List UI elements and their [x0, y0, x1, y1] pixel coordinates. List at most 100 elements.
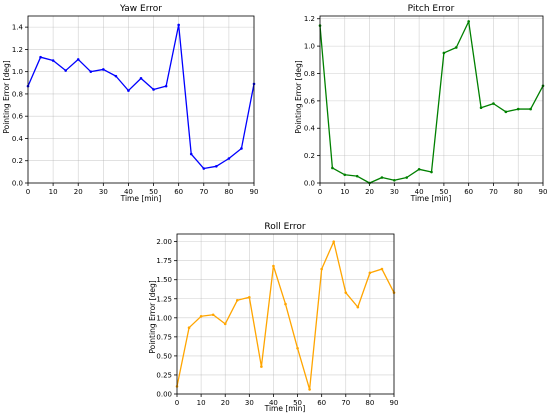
data-point: [102, 68, 105, 71]
data-point: [177, 23, 180, 27]
plot-frame: [176, 233, 395, 395]
data-point: [51, 59, 55, 62]
data-point: [189, 152, 193, 156]
data-point: [211, 313, 215, 317]
data-point: [331, 166, 334, 170]
data-point: [89, 70, 93, 73]
series-line: [319, 20, 544, 184]
data-point: [139, 77, 143, 80]
x-tick-label: 70: [199, 188, 208, 196]
chart-title: Yaw Error: [119, 4, 162, 14]
data-point: [368, 271, 372, 275]
y-tick-label: 0.0: [12, 180, 23, 188]
data-point: [344, 291, 348, 294]
y-tick-label: 1.0: [12, 68, 23, 76]
series-line: [176, 240, 395, 391]
data-point: [240, 147, 243, 150]
data-point: [454, 46, 458, 49]
data-point: [343, 173, 347, 177]
y-tick-label: 1.00: [156, 314, 172, 322]
data-point: [64, 69, 67, 72]
data-point: [430, 170, 433, 174]
x-tick-label: 30: [390, 188, 399, 196]
x-tick-label: 80: [224, 188, 233, 196]
x-tick-label: 60: [317, 399, 326, 407]
y-tick-label: 0.8: [304, 70, 315, 78]
x-tick-label: 60: [174, 188, 183, 196]
x-tick-label: 60: [464, 188, 473, 196]
x-tick-label: 20: [74, 188, 83, 196]
x-tick-label: 40: [415, 188, 424, 196]
x-tick-label: 20: [365, 188, 374, 196]
data-point: [248, 295, 251, 299]
y-tick-label: 1.4: [12, 24, 24, 32]
x-tick-label: 0: [175, 399, 179, 407]
plot-frame: [27, 15, 255, 184]
x-axis-label: Time [min]: [120, 194, 162, 203]
data-point: [260, 365, 263, 368]
data-point: [320, 267, 323, 271]
x-tick-label: 80: [365, 399, 374, 407]
y-tick-label: 1.0: [304, 43, 315, 51]
x-tick-label: 0: [26, 188, 30, 196]
y-tick-label: 1.75: [156, 257, 172, 265]
data-point: [504, 110, 508, 114]
x-axis-label: Time [min]: [264, 404, 306, 413]
x-tick-label: 0: [318, 188, 322, 196]
data-point: [227, 157, 231, 160]
data-point: [76, 58, 80, 61]
x-tick-label: 20: [221, 399, 230, 407]
y-tick-label: 0.25: [156, 371, 172, 379]
y-tick-label: 0.75: [156, 333, 172, 341]
data-point: [114, 74, 118, 78]
chart-title: Pitch Error: [408, 4, 455, 14]
yaw-error-chart: Yaw Error Time [min] Pointing Error [deg…: [2, 4, 258, 203]
x-tick-label: 90: [539, 188, 548, 196]
data-point: [164, 84, 168, 88]
x-tick-label: 50: [293, 399, 302, 407]
data-point: [380, 267, 384, 271]
data-point: [272, 264, 275, 268]
data-point: [516, 107, 520, 111]
data-point: [492, 102, 495, 105]
x-tick-label: 70: [341, 399, 350, 407]
y-tick-label: 0.8: [12, 90, 23, 98]
x-tick-label: 30: [245, 399, 254, 407]
data-point: [39, 55, 42, 59]
y-tick-label: 0.4: [12, 135, 24, 143]
y-tick-label: 1.2: [304, 15, 315, 23]
x-tick-label: 50: [439, 188, 448, 196]
x-tick-label: 70: [489, 188, 498, 196]
y-tick-label: 2.00: [156, 238, 172, 246]
y-tick-label: 0.6: [304, 97, 316, 105]
x-tick-label: 40: [269, 399, 278, 407]
y-tick-label: 0.2: [304, 152, 315, 160]
y-axis-label: Pointing Error [deg]: [2, 60, 11, 133]
x-tick-label: 80: [514, 188, 523, 196]
data-point: [355, 174, 359, 178]
roll-error-chart: Roll Error Time [min] Pointing Error [de…: [148, 222, 398, 413]
y-tick-label: 1.2: [12, 46, 23, 54]
x-tick-label: 10: [49, 188, 58, 196]
data-point: [202, 167, 206, 170]
x-tick-label: 10: [197, 399, 206, 407]
data-point: [356, 305, 360, 309]
data-point: [529, 107, 532, 111]
y-axis-label: Pointing Error [deg]: [148, 280, 157, 353]
x-tick-label: 30: [99, 188, 108, 196]
data-point: [308, 388, 311, 391]
y-axis-label: Pointing Error [deg]: [294, 60, 303, 133]
data-point: [393, 178, 396, 182]
data-point: [215, 165, 218, 168]
y-tick-label: 1.25: [156, 295, 172, 303]
y-tick-label: 1.50: [156, 276, 172, 284]
series-line: [27, 24, 255, 170]
data-point: [199, 314, 203, 318]
pitch-error-chart: Pitch Error Time [min] Pointing Error [d…: [294, 4, 547, 203]
chart-title: Roll Error: [264, 222, 305, 232]
x-tick-label: 10: [340, 188, 349, 196]
data-point: [235, 298, 239, 302]
data-point: [380, 176, 384, 179]
y-tick-label: 0.0: [304, 180, 315, 188]
